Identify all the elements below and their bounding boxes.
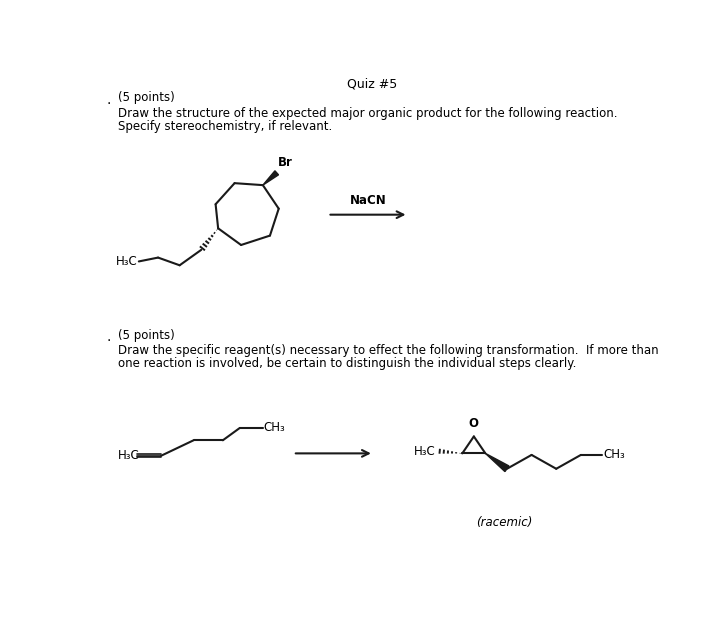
Text: CH₃: CH₃	[603, 448, 625, 462]
Text: Quiz #5: Quiz #5	[347, 77, 398, 91]
Text: CH₃: CH₃	[264, 422, 286, 434]
Polygon shape	[486, 453, 509, 472]
Text: .: .	[107, 93, 111, 107]
Text: Br: Br	[278, 156, 293, 169]
Text: H₃C: H₃C	[118, 450, 140, 462]
Text: (5 points): (5 points)	[118, 328, 175, 342]
Text: H₃C: H₃C	[116, 255, 137, 268]
Text: one reaction is involved, be certain to distinguish the individual steps clearly: one reaction is involved, be certain to …	[118, 357, 577, 370]
Text: Draw the specific reagent(s) necessary to effect the following transformation.  : Draw the specific reagent(s) necessary t…	[118, 344, 659, 357]
Text: NaCN: NaCN	[350, 194, 386, 207]
Text: Specify stereochemistry, if relevant.: Specify stereochemistry, if relevant.	[118, 120, 332, 133]
Text: (5 points): (5 points)	[118, 91, 175, 105]
Polygon shape	[263, 171, 278, 185]
Text: Draw the structure of the expected major organic product for the following react: Draw the structure of the expected major…	[118, 107, 618, 120]
Text: O: O	[469, 417, 479, 430]
Text: .: .	[107, 330, 111, 344]
Text: H₃C: H₃C	[414, 444, 436, 458]
Text: (racemic): (racemic)	[476, 516, 533, 529]
